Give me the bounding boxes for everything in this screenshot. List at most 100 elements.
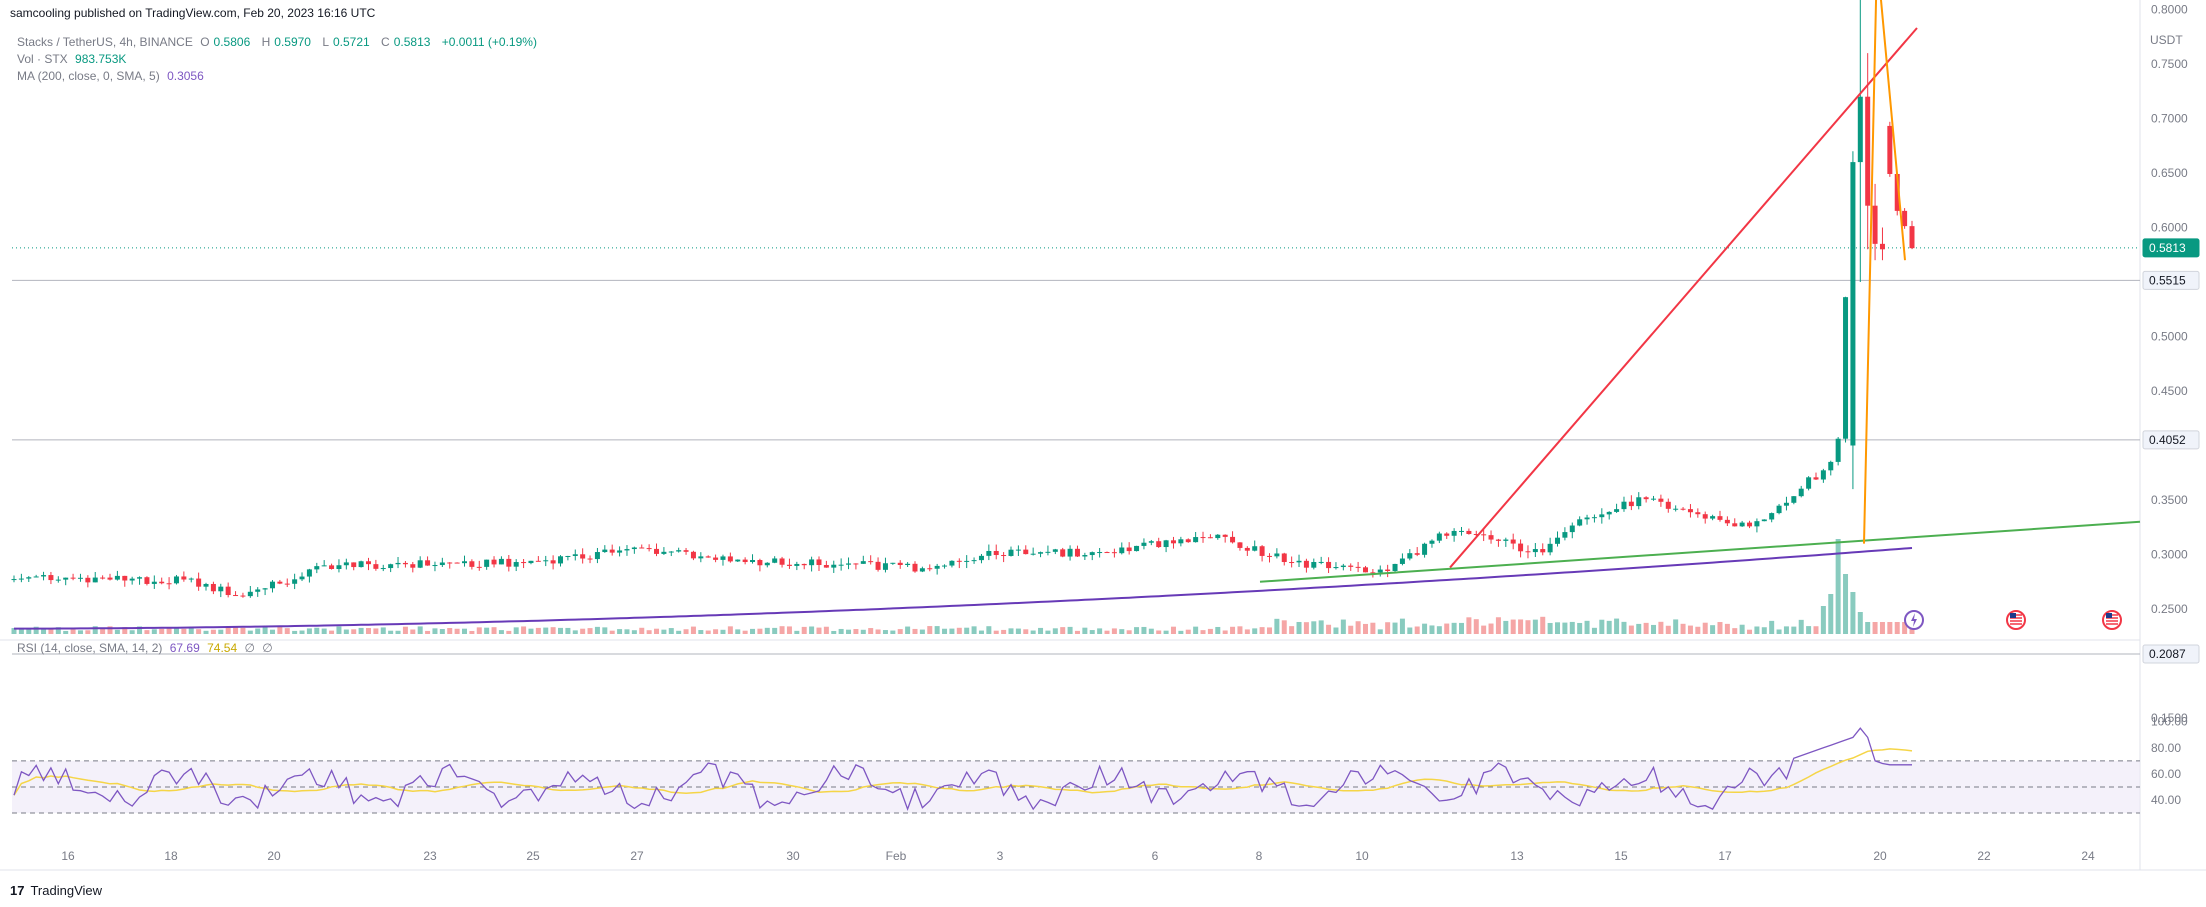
volume-bar [1385, 622, 1391, 634]
candle [1104, 551, 1110, 554]
volume-bar [1879, 622, 1885, 634]
rsi-legend[interactable]: RSI (14, close, SMA, 14, 2) 67.69 74.54 … [17, 641, 277, 655]
candle [853, 563, 859, 570]
candle [262, 588, 268, 596]
volume-legend[interactable]: Vol · STX 983.753K [17, 52, 130, 66]
candle [1503, 537, 1509, 547]
volume-bar [838, 628, 844, 634]
candle [727, 552, 733, 563]
candle [624, 545, 630, 556]
volume-bar [535, 627, 541, 634]
volume-bar [1717, 622, 1723, 634]
volume-bar [1872, 622, 1878, 634]
volume-bar [705, 630, 711, 634]
volume-bar [550, 627, 556, 634]
volume-bar [26, 628, 32, 634]
candle [543, 555, 549, 567]
tradingview-brand[interactable]: 17 TradingView [10, 883, 102, 898]
volume-bar [1215, 626, 1221, 634]
volume-bar [757, 628, 763, 634]
volume-bar [373, 628, 379, 634]
candle [705, 555, 711, 558]
candle [1023, 545, 1029, 555]
volume-bar [203, 630, 209, 634]
volume-bar [1547, 622, 1553, 634]
time-tick-label: 3 [997, 849, 1004, 863]
brand-name: TradingView [30, 883, 103, 898]
candle [1651, 495, 1657, 501]
ohlc-open: O 0.5806 [200, 35, 251, 49]
volume-bar [1451, 622, 1457, 634]
volume-bar [868, 628, 874, 634]
volume-bar [919, 629, 925, 634]
volume-bar [816, 627, 822, 634]
candle [1835, 437, 1841, 466]
volume-bar [351, 629, 357, 634]
candle [698, 552, 704, 563]
candle [329, 563, 335, 570]
candle [1828, 460, 1834, 476]
volume-bar [934, 626, 940, 634]
volume-group [11, 539, 1915, 634]
candle [964, 555, 970, 569]
volume-bar [1052, 628, 1058, 634]
candle [1318, 556, 1324, 565]
volume-bar [978, 630, 984, 634]
candle [1399, 553, 1405, 566]
candle [1074, 545, 1080, 557]
candle [151, 575, 157, 589]
candle [233, 591, 239, 597]
volume-bar [196, 629, 202, 634]
candle [1628, 495, 1634, 511]
candle [1141, 538, 1147, 550]
volume-bar [661, 629, 667, 634]
volume-bar [1030, 630, 1036, 634]
candle [735, 559, 741, 562]
volume-bar [299, 630, 305, 634]
time-tick-label: 15 [1614, 849, 1628, 863]
candle [461, 555, 467, 567]
volume-bar [1362, 623, 1368, 634]
volume-bar [1045, 630, 1051, 634]
symbol-legend[interactable]: Stacks / TetherUS, 4h, BINANCE O 0.5806 H… [17, 35, 541, 49]
candle [1717, 510, 1723, 522]
candle [18, 573, 24, 583]
candle [1185, 538, 1191, 543]
volume-bar [506, 630, 512, 634]
volume-bar [1732, 628, 1738, 634]
candle [1060, 547, 1066, 558]
volume-bar [18, 627, 24, 634]
candle [1193, 531, 1199, 543]
candle [1414, 547, 1420, 557]
volume-bar [1584, 620, 1590, 634]
candle [713, 554, 719, 563]
volume-bar [713, 629, 719, 634]
time-tick-label: 8 [1256, 849, 1263, 863]
volume-bar [513, 627, 519, 634]
volume-bar [166, 627, 172, 634]
candle [1680, 507, 1686, 511]
volume-bar [956, 627, 962, 634]
volume-bar [358, 627, 364, 634]
candle [720, 554, 726, 566]
candle [1355, 561, 1361, 573]
ma-line [14, 547, 1913, 630]
volume-bar [1444, 623, 1450, 634]
candle [1067, 545, 1073, 561]
green-trendline [1259, 520, 2141, 583]
candle [1747, 520, 1753, 529]
candle [779, 556, 785, 568]
candle [454, 562, 460, 564]
candle [905, 562, 911, 568]
volume-bar [1488, 623, 1494, 634]
volume-bar [1459, 622, 1465, 634]
volume-bar [388, 630, 394, 634]
volume-bar [114, 629, 120, 634]
volume-bar [1495, 617, 1501, 634]
candle [85, 575, 91, 588]
ma-legend[interactable]: MA (200, close, 0, SMA, 5) 0.3056 [17, 69, 208, 83]
volume-bar [1518, 619, 1524, 634]
volume-bar [262, 626, 268, 634]
candle [1111, 548, 1117, 558]
